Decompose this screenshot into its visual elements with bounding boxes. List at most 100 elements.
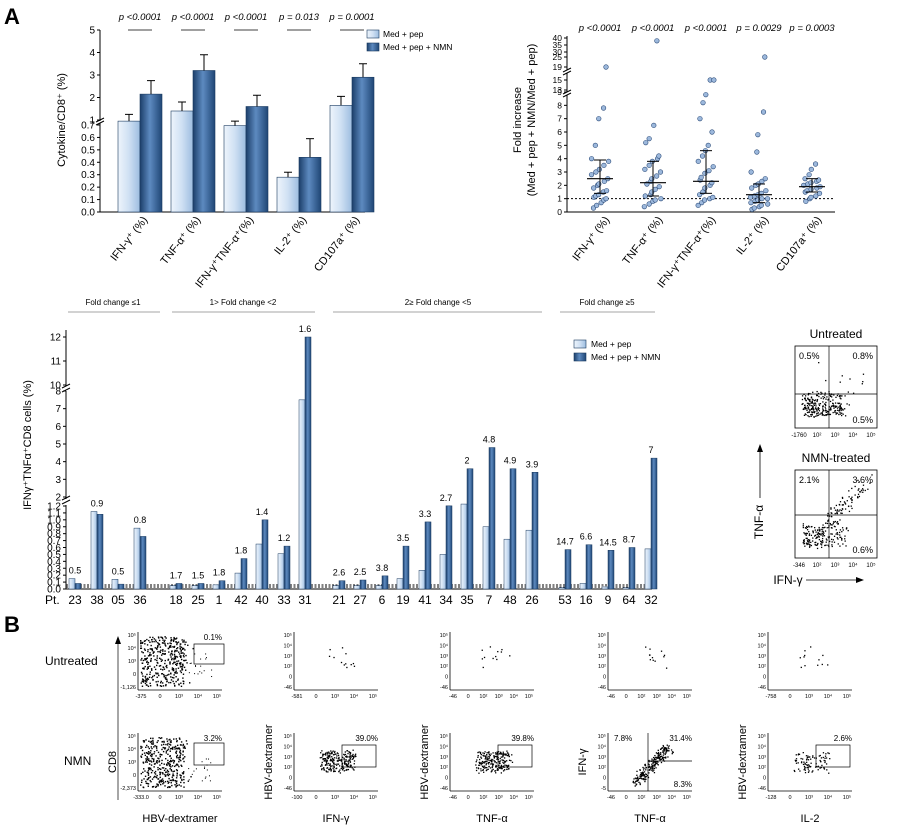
event-dot (825, 753, 827, 755)
event-dot (165, 676, 167, 679)
event-dot (155, 785, 158, 788)
y-tick-label: 10⁵ (758, 632, 766, 639)
event-dot (143, 667, 145, 669)
event-dot (140, 642, 142, 645)
event-dot (844, 502, 846, 504)
x-tick-label: IL-2⁺ (%) (272, 214, 309, 257)
event-dot (498, 764, 500, 767)
bar (329, 105, 353, 213)
y-tick-label: 10⁴ (758, 642, 767, 649)
event-dot (165, 684, 167, 687)
event-dot (145, 678, 147, 680)
bar (466, 468, 474, 590)
event-dot (175, 777, 178, 779)
event-dot (350, 663, 352, 666)
event-dot (482, 666, 484, 669)
event-dot (795, 762, 798, 764)
event-dot (661, 747, 663, 749)
event-dot (327, 762, 329, 765)
event-dot (658, 756, 660, 758)
event-dot (506, 754, 508, 757)
event-dot (826, 539, 828, 541)
event-dot (153, 666, 156, 668)
event-dot (816, 536, 818, 538)
event-dot (339, 759, 341, 761)
event-dot (172, 663, 174, 665)
event-dot (142, 786, 144, 788)
y-tick-label: 10⁵ (598, 632, 606, 639)
event-dot (807, 392, 810, 395)
event-dot (636, 774, 638, 776)
data-point (600, 105, 607, 111)
event-dot (172, 680, 174, 683)
event-dot (167, 780, 169, 783)
event-dot (141, 642, 144, 644)
y-tick-label: 5 (89, 26, 95, 37)
event-dot (163, 740, 165, 743)
event-dot (657, 751, 660, 754)
event-dot (489, 767, 492, 769)
event-dot (176, 747, 178, 750)
event-dot (494, 770, 496, 772)
event-dot (325, 770, 327, 772)
event-dot (657, 764, 659, 766)
event-dot (506, 768, 508, 770)
event-dot (805, 527, 807, 529)
event-dot (813, 526, 816, 529)
event-dot (806, 766, 808, 769)
bar (332, 585, 340, 590)
data-point (652, 186, 658, 192)
y-tick-label: 35 (553, 40, 563, 50)
event-dot (151, 757, 153, 760)
event-dot (155, 745, 158, 748)
event-dot (167, 658, 170, 661)
event-dot (825, 522, 827, 524)
event-dot (147, 774, 150, 776)
y-axis-label: Fold increase (512, 87, 524, 153)
event-dot (329, 767, 331, 769)
event-dot (174, 661, 176, 663)
event-dot (160, 685, 163, 687)
event-dot (179, 750, 182, 752)
event-dot (354, 753, 357, 755)
event-dot (653, 758, 656, 761)
y-tick-label: 3 (557, 167, 562, 177)
event-dot (180, 685, 183, 688)
event-dot (804, 406, 807, 408)
bar (218, 580, 226, 590)
event-dot (807, 394, 810, 396)
event-dot (147, 767, 150, 769)
event-dot (323, 769, 325, 771)
event-dot (343, 759, 345, 761)
event-dot (837, 393, 839, 395)
event-dot (150, 743, 153, 745)
x-tick-label: 10⁴ (350, 794, 359, 801)
event-dot (172, 759, 174, 761)
event-dot (806, 532, 808, 535)
event-dot (821, 392, 823, 394)
fold-label: 3.9 (526, 459, 539, 469)
event-dot (145, 780, 147, 783)
y-tick-label: 10³ (128, 760, 136, 766)
data-point (749, 185, 755, 191)
event-dot (168, 773, 171, 776)
event-dot (175, 668, 177, 670)
event-dot (183, 659, 185, 662)
event-dot (506, 760, 508, 762)
event-dot (329, 753, 331, 755)
y-tick-label: 2 (55, 493, 61, 504)
event-dot (146, 752, 149, 755)
event-dot (818, 755, 820, 757)
event-dot (492, 765, 494, 767)
x-tick-label: 10² (479, 694, 487, 700)
event-dot (194, 653, 196, 655)
event-dot (498, 760, 500, 763)
event-dot (840, 414, 843, 417)
event-dot (502, 756, 504, 758)
event-dot (480, 768, 482, 770)
event-dot (185, 641, 187, 643)
event-dot (841, 375, 843, 377)
data-point (596, 166, 602, 172)
event-dot (159, 776, 161, 779)
event-dot (844, 503, 847, 505)
